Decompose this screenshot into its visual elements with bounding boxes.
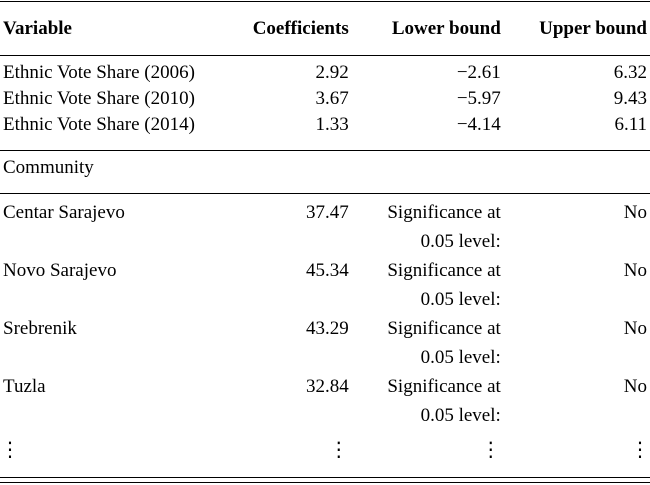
significance-line-2: 0.05 level: (420, 289, 501, 310)
row-lower-bound: −2.61 (456, 62, 501, 83)
header-coefficients: Coefficients (252, 18, 349, 39)
header-upper-bound: Upper bound (539, 18, 647, 39)
row-significance-value: No (623, 202, 647, 223)
row-coefficient: 45.34 (305, 260, 349, 281)
header-lower-bound: Lower bound (391, 18, 501, 39)
row-coefficient: 1.33 (315, 114, 349, 135)
row-coefficient: 3.67 (315, 88, 349, 109)
section-top-rule (0, 150, 650, 151)
header-row: Variable Coefficients Lower bound Upper … (0, 0, 650, 54)
header-variable: Variable (3, 18, 72, 39)
significance-line-1: Significance at (387, 260, 501, 281)
section-row: Community (0, 148, 650, 191)
row-significance-label: Significance at 0.05 level: (349, 372, 501, 430)
table-row: Centar Sarajevo 37.47 Significance at 0.… (0, 191, 650, 256)
row-coefficient: 37.47 (305, 202, 349, 223)
significance-line-1: Significance at (387, 318, 501, 339)
top-rule (0, 1, 650, 2)
row-upper-bound: 6.11 (614, 114, 647, 135)
row-coefficient: 43.29 (305, 318, 349, 339)
significance-line-2: 0.05 level: (420, 231, 501, 252)
row-coefficient: 2.92 (315, 62, 349, 83)
continuation-row: ⋮ ⋮ ⋮ ⋮ (0, 430, 650, 464)
row-label: Centar Sarajevo (3, 202, 125, 223)
row-lower-bound: −4.14 (456, 114, 501, 135)
table-row: Ethnic Vote Share (2006) 2.92 −2.61 6.32 (0, 54, 650, 86)
row-label: Novo Sarajevo (3, 260, 117, 281)
bottom-rule-2 (0, 482, 650, 483)
continuation-dots: ⋮ (0, 437, 20, 461)
continuation-dots: ⋮ (328, 437, 349, 461)
continuation-dots: ⋮ (480, 437, 501, 461)
significance-line-1: Significance at (387, 202, 501, 223)
table-row: Ethnic Vote Share (2014) 1.33 −4.14 6.11 (0, 112, 650, 148)
table-row: Novo Sarajevo 45.34 Significance at 0.05… (0, 256, 650, 314)
bottom-rule-1 (0, 477, 650, 478)
table-row: Tuzla 32.84 Significance at 0.05 level: … (0, 372, 650, 430)
row-label: Ethnic Vote Share (2006) (3, 62, 195, 83)
row-significance-value: No (623, 318, 647, 339)
table-row: Srebrenik 43.29 Significance at 0.05 lev… (0, 314, 650, 372)
row-coefficient: 32.84 (305, 376, 349, 397)
row-significance-label: Significance at 0.05 level: (349, 191, 501, 256)
significance-line-1: Significance at (387, 376, 501, 397)
significance-line-2: 0.05 level: (420, 347, 501, 368)
significance-line-2: 0.05 level: (420, 405, 501, 426)
table-row: Ethnic Vote Share (2010) 3.67 −5.97 9.43 (0, 86, 650, 112)
row-significance-value: No (623, 376, 647, 397)
row-upper-bound: 6.32 (613, 62, 647, 83)
row-label: Tuzla (3, 376, 46, 397)
row-upper-bound: 9.43 (613, 88, 647, 109)
row-lower-bound: −5.97 (456, 88, 501, 109)
row-label: Ethnic Vote Share (2014) (3, 114, 195, 135)
row-label: Srebrenik (3, 318, 77, 339)
row-significance-label: Significance at 0.05 level: (349, 256, 501, 314)
row-significance-label: Significance at 0.05 level: (349, 314, 501, 372)
table-body: Variable Coefficients Lower bound Upper … (0, 0, 650, 464)
row-label: Ethnic Vote Share (2010) (3, 88, 195, 109)
section-bottom-rule (0, 193, 650, 194)
continuation-dots: ⋮ (630, 437, 650, 461)
section-label: Community (3, 157, 94, 178)
header-rule (0, 55, 650, 56)
row-significance-value: No (623, 260, 647, 281)
